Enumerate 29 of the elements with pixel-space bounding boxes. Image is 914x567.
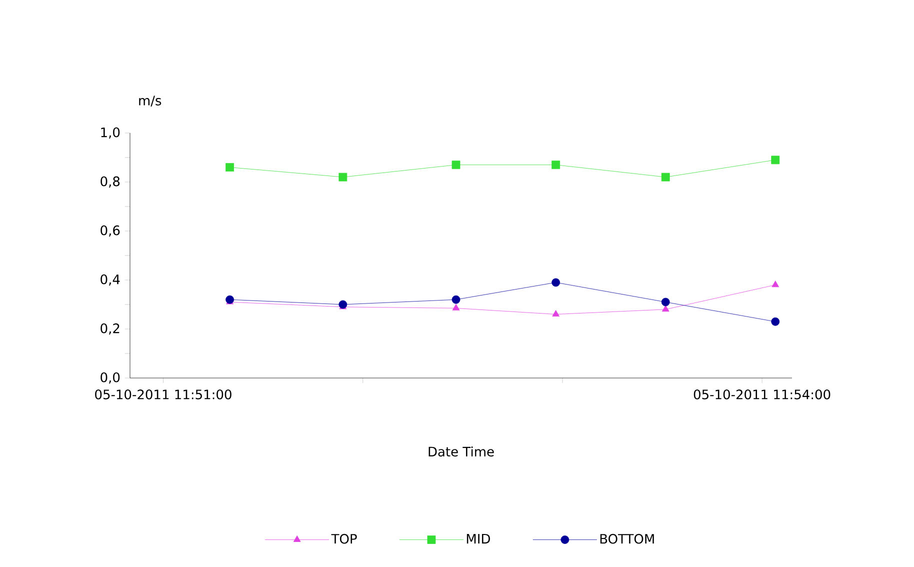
legend-label: TOP xyxy=(331,534,357,544)
point xyxy=(226,163,234,172)
legend-label: BOTTOM xyxy=(600,534,654,544)
y-tick-label: 0,4 xyxy=(100,274,120,286)
x-axis-title: Date Time xyxy=(428,446,494,457)
point xyxy=(552,160,560,170)
x-tick-label: 05-10-2011 11:54:00 xyxy=(694,390,830,400)
y-tick-label: 0,8 xyxy=(100,176,120,188)
y-tick-label: 0,0 xyxy=(100,372,120,384)
point xyxy=(661,298,670,306)
point xyxy=(661,172,670,182)
y-axis-title: m/s xyxy=(139,96,162,106)
point xyxy=(771,156,780,164)
point xyxy=(452,304,460,310)
point xyxy=(226,295,234,304)
y-tick-label: 0,6 xyxy=(100,225,120,237)
point xyxy=(552,310,560,316)
point xyxy=(452,160,460,170)
legend-label: MID xyxy=(466,534,490,544)
y-tick-label: 1,0 xyxy=(101,127,120,139)
point xyxy=(662,305,670,312)
point xyxy=(338,172,348,182)
point xyxy=(771,317,780,326)
x-tick-label: 05-10-2011 11:51:00 xyxy=(95,390,232,400)
point xyxy=(552,278,560,287)
point xyxy=(338,300,348,309)
point xyxy=(452,295,460,304)
y-tick-label: 0,2 xyxy=(100,323,120,335)
point xyxy=(772,280,780,288)
